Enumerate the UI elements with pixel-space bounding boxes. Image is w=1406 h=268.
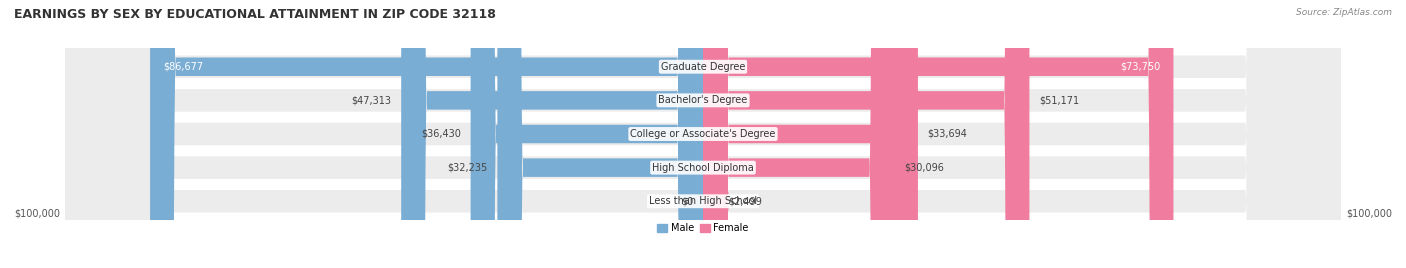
FancyBboxPatch shape: [401, 0, 703, 268]
Legend: Male, Female: Male, Female: [654, 219, 752, 237]
Text: $100,000: $100,000: [14, 209, 60, 219]
FancyBboxPatch shape: [65, 0, 1341, 268]
Text: $47,313: $47,313: [352, 95, 392, 105]
FancyBboxPatch shape: [471, 0, 703, 268]
FancyBboxPatch shape: [65, 0, 1341, 268]
Text: $86,677: $86,677: [163, 62, 202, 72]
Text: $33,694: $33,694: [928, 129, 967, 139]
FancyBboxPatch shape: [703, 0, 896, 268]
FancyBboxPatch shape: [703, 0, 918, 268]
Text: $30,096: $30,096: [904, 163, 945, 173]
Text: Graduate Degree: Graduate Degree: [661, 62, 745, 72]
Text: $51,171: $51,171: [1039, 95, 1080, 105]
Text: $2,499: $2,499: [728, 196, 762, 206]
FancyBboxPatch shape: [498, 0, 703, 268]
Text: Less than High School: Less than High School: [650, 196, 756, 206]
FancyBboxPatch shape: [693, 0, 728, 268]
FancyBboxPatch shape: [65, 0, 1341, 268]
FancyBboxPatch shape: [65, 0, 1341, 268]
Text: $36,430: $36,430: [422, 129, 461, 139]
FancyBboxPatch shape: [65, 0, 1341, 268]
Text: Bachelor's Degree: Bachelor's Degree: [658, 95, 748, 105]
Text: High School Diploma: High School Diploma: [652, 163, 754, 173]
Text: $73,750: $73,750: [1121, 62, 1161, 72]
FancyBboxPatch shape: [703, 0, 1029, 268]
Text: EARNINGS BY SEX BY EDUCATIONAL ATTAINMENT IN ZIP CODE 32118: EARNINGS BY SEX BY EDUCATIONAL ATTAINMEN…: [14, 8, 496, 21]
FancyBboxPatch shape: [150, 0, 703, 268]
Text: College or Associate's Degree: College or Associate's Degree: [630, 129, 776, 139]
Text: $0: $0: [681, 196, 693, 206]
FancyBboxPatch shape: [703, 0, 1174, 268]
Text: $32,235: $32,235: [447, 163, 488, 173]
Text: $100,000: $100,000: [1346, 209, 1392, 219]
Text: Source: ZipAtlas.com: Source: ZipAtlas.com: [1296, 8, 1392, 17]
